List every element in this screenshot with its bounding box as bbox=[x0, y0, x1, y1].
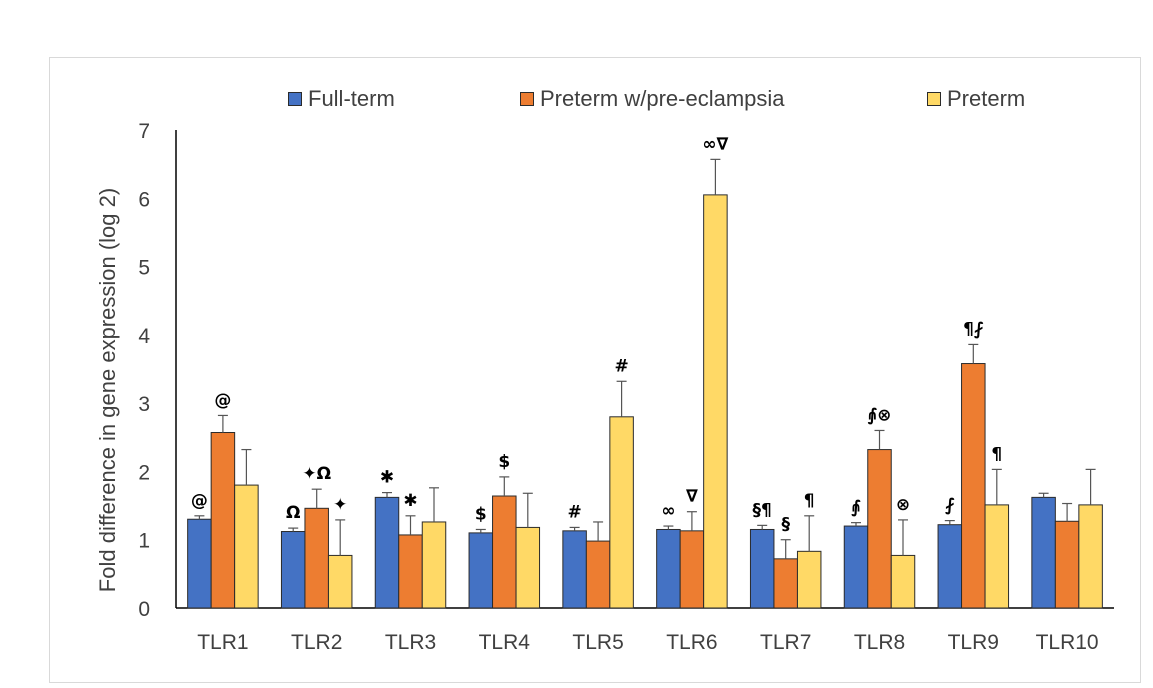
annotation-tlr5-series-0: # bbox=[567, 502, 581, 522]
bar-tlr10-series-1 bbox=[1054, 520, 1080, 609]
x-tick-label-tlr8: TLR8 bbox=[854, 631, 905, 654]
bar-tlr10-series-0 bbox=[1031, 496, 1056, 609]
annotation-tlr7-series-0: §¶ bbox=[753, 500, 772, 520]
annotation-tlr8-series-1: ⨙⊗ bbox=[868, 405, 892, 425]
legend-item-preterm-pre-eclampsia: Preterm w/pre-eclampsia bbox=[520, 86, 785, 112]
bar-tlr8-series-1 bbox=[867, 449, 892, 609]
bar-tlr4-series-1 bbox=[492, 495, 517, 609]
bar-tlr1-series-1 bbox=[210, 432, 236, 609]
annotation-tlr9-series-2: ¶ bbox=[991, 444, 1002, 464]
bar-tlr6-series-2 bbox=[703, 194, 728, 609]
x-tick-label-tlr6: TLR6 bbox=[666, 631, 717, 654]
annotation-tlr3-series-0: ✱ bbox=[380, 468, 394, 488]
annotation-tlr9-series-1: ¶⨏ bbox=[963, 319, 984, 339]
bar-tlr5-series-2 bbox=[609, 416, 634, 609]
bar-tlr8-series-2 bbox=[890, 554, 916, 609]
x-tick-label-tlr7: TLR7 bbox=[760, 631, 811, 654]
bar-tlr6-series-0 bbox=[656, 528, 681, 609]
legend-label-preterm: Preterm bbox=[947, 86, 1026, 111]
annotation-tlr1-series-0: @ bbox=[191, 491, 208, 511]
annotation-tlr2-series-0: Ω bbox=[286, 503, 300, 523]
bar-tlr9-series-0 bbox=[937, 524, 963, 609]
bar-tlr5-series-0 bbox=[562, 530, 587, 609]
annotation-tlr9-series-0: ⨏ bbox=[945, 496, 955, 516]
annotation-tlr4-series-1: $ bbox=[498, 452, 510, 472]
x-tick-label-tlr4: TLR4 bbox=[479, 631, 531, 654]
legend-swatch-full-term bbox=[288, 92, 302, 106]
bar-tlr6-series-1 bbox=[679, 530, 705, 609]
bar-tlr8-series-0 bbox=[843, 525, 869, 609]
annotation-tlr4-series-0: $ bbox=[475, 504, 487, 524]
bar-tlr9-series-2 bbox=[984, 504, 1010, 609]
bar-tlr2-series-1 bbox=[304, 507, 329, 609]
bar-tlr3-series-2 bbox=[421, 521, 447, 609]
y-tick-label-3: 3 bbox=[138, 393, 150, 416]
annotation-tlr6-series-0: ∞ bbox=[661, 501, 675, 521]
legend-swatch-preterm bbox=[927, 92, 941, 106]
bar-tlr7-series-1 bbox=[773, 558, 798, 609]
bar-tlr2-series-0 bbox=[280, 531, 306, 609]
bar-tlr2-series-2 bbox=[327, 554, 353, 609]
annotation-tlr6-series-1: ∇ bbox=[686, 487, 698, 507]
annotation-tlr5-series-2: # bbox=[614, 356, 628, 376]
y-tick-label-1: 1 bbox=[138, 530, 150, 553]
annotation-tlr6-series-2: ∞∇ bbox=[702, 134, 728, 154]
annotation-tlr7-series-2: ¶ bbox=[804, 491, 815, 511]
x-tick-label-tlr5: TLR5 bbox=[572, 631, 623, 654]
y-tick-label-5: 5 bbox=[138, 257, 150, 280]
y-tick-label-7: 7 bbox=[138, 120, 150, 143]
y-tick-label-0: 0 bbox=[138, 598, 150, 621]
bar-tlr7-series-0 bbox=[749, 528, 775, 609]
bar-tlr3-series-1 bbox=[398, 534, 423, 609]
bar-tlr3-series-0 bbox=[374, 496, 400, 609]
annotation-tlr8-series-0: ⨙ bbox=[851, 498, 861, 518]
annotation-tlr7-series-1: § bbox=[781, 515, 790, 535]
annotation-tlr2-series-1: ✦Ω bbox=[302, 464, 331, 484]
legend-label-full-term: Full-term bbox=[308, 86, 395, 111]
x-tick-label-tlr10: TLR10 bbox=[1036, 631, 1099, 654]
x-tick-label-tlr9: TLR9 bbox=[948, 631, 999, 654]
y-tick-label-4: 4 bbox=[138, 325, 150, 348]
legend-swatch-preterm-pre-eclampsia bbox=[520, 92, 534, 106]
annotation-tlr2-series-2: ✦ bbox=[333, 495, 347, 515]
bar-tlr7-series-2 bbox=[796, 550, 822, 609]
bar-tlr9-series-1 bbox=[961, 363, 986, 609]
bar-tlr1-series-2 bbox=[234, 484, 259, 609]
bar-tlr10-series-2 bbox=[1078, 504, 1103, 609]
annotation-tlr3-series-1: ✱ bbox=[403, 491, 417, 511]
annotation-tlr8-series-2: ⊗ bbox=[896, 495, 910, 515]
bar-tlr4-series-0 bbox=[468, 532, 494, 609]
x-tick-label-tlr3: TLR3 bbox=[385, 631, 436, 654]
bar-tlr1-series-0 bbox=[187, 518, 212, 609]
y-tick-label-6: 6 bbox=[138, 188, 150, 211]
legend-item-full-term: Full-term bbox=[288, 86, 395, 112]
bar-tlr5-series-1 bbox=[585, 540, 611, 609]
x-tick-label-tlr2: TLR2 bbox=[291, 631, 342, 654]
legend-item-preterm: Preterm bbox=[927, 86, 1025, 112]
annotation-tlr1-series-1: @ bbox=[214, 390, 231, 410]
x-tick-label-tlr1: TLR1 bbox=[197, 631, 248, 654]
bar-tlr4-series-2 bbox=[515, 526, 541, 609]
y-tick-label-2: 2 bbox=[138, 461, 150, 484]
legend-label-preterm-pre-eclampsia: Preterm w/pre-eclampsia bbox=[540, 86, 785, 111]
